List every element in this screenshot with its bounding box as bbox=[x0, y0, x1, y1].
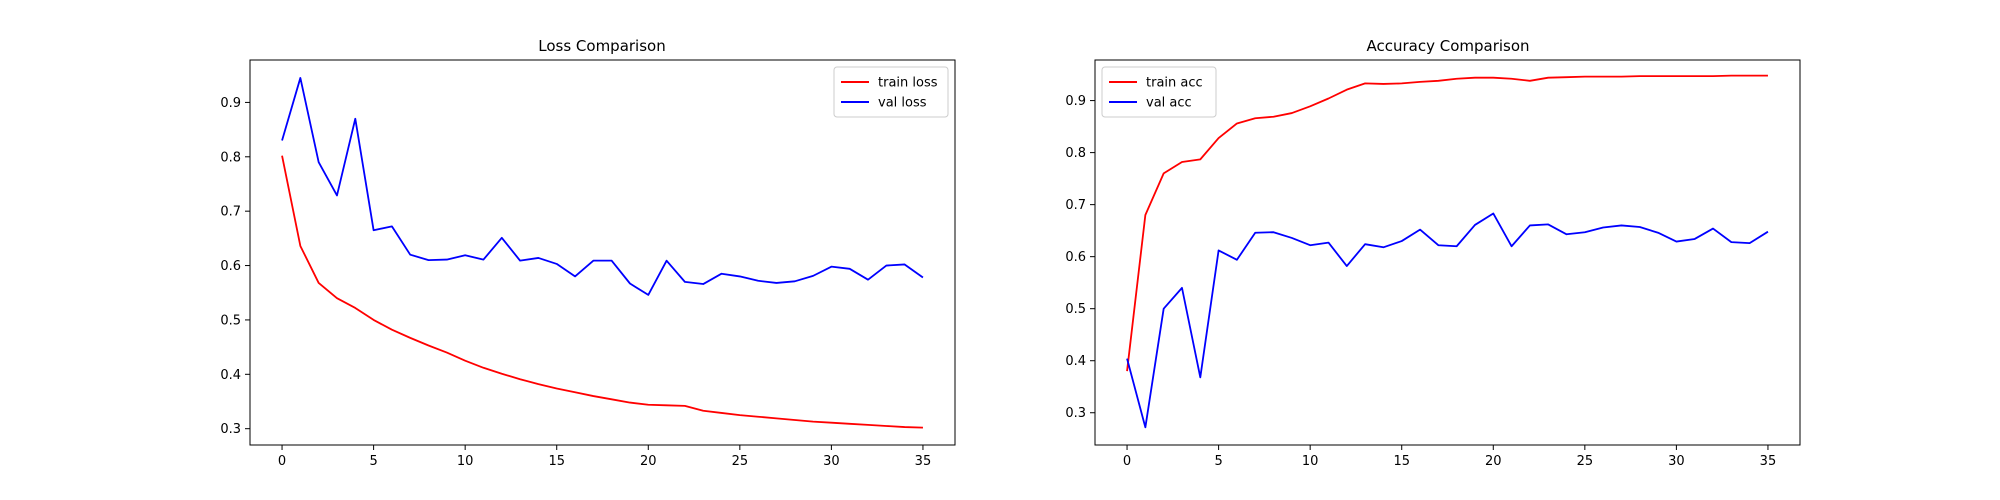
accuracy-x-tick-label: 20 bbox=[1485, 454, 1502, 469]
loss-y-tick-label: 0.9 bbox=[220, 96, 241, 111]
accuracy-y-tick-label: 0.8 bbox=[1065, 146, 1086, 161]
loss-legend: train loss val loss bbox=[833, 66, 949, 118]
loss-y-tick-label: 0.8 bbox=[220, 150, 241, 165]
loss-x-tick-label: 20 bbox=[640, 454, 657, 469]
loss-x-tick-label: 10 bbox=[457, 454, 474, 469]
loss-y-tick-label: 0.6 bbox=[220, 259, 241, 274]
accuracy-y-tick-label: 0.7 bbox=[1065, 198, 1086, 213]
loss-x-tick-label: 25 bbox=[732, 454, 749, 469]
loss-x-tick-label: 5 bbox=[369, 454, 377, 469]
accuracy-x-tick-label: 35 bbox=[1760, 454, 1777, 469]
loss-chart: Loss Comparison 0 5 10 15 20 25 30 350.30.40.50… bbox=[220, 37, 956, 469]
accuracy-y-tick-label: 0.5 bbox=[1065, 302, 1086, 317]
accuracy-chart-title: Accuracy Comparison bbox=[1366, 37, 1529, 55]
loss-chart-title: Loss Comparison bbox=[538, 37, 665, 55]
accuracy-legend-box bbox=[1101, 66, 1217, 118]
accuracy-y-tick-label: 0.9 bbox=[1065, 94, 1086, 109]
accuracy-x-tick-label: 10 bbox=[1302, 454, 1319, 469]
loss-y-tick-label: 0.5 bbox=[220, 313, 241, 328]
accuracy-x-tick-label: 30 bbox=[1668, 454, 1685, 469]
loss-y-tick-label: 0.4 bbox=[220, 368, 241, 383]
accuracy-legend: train acc val acc bbox=[1101, 66, 1217, 118]
accuracy-x-tick-label: 0 bbox=[1123, 454, 1131, 469]
accuracy-chart: Accuracy Comparison 0 5 10 15 20 25 30 35 0.3 0.4… bbox=[1065, 37, 1801, 469]
loss-legend-label: train loss bbox=[878, 76, 938, 91]
accuracy-x-tick-label: 5 bbox=[1214, 454, 1222, 469]
accuracy-series-line-val-acc bbox=[1126, 212, 1769, 429]
loss-x-tick-label: 35 bbox=[915, 454, 932, 469]
accuracy-y-tick-label: 0.4 bbox=[1065, 354, 1086, 369]
loss-legend-box bbox=[833, 66, 949, 118]
accuracy-y-tick-label: 0.6 bbox=[1065, 250, 1086, 265]
loss-x-tick-label: 30 bbox=[823, 454, 840, 469]
loss-x-tick-label: 15 bbox=[548, 454, 565, 469]
loss-series-line-train-loss bbox=[281, 155, 923, 429]
accuracy-x-tick-label: 25 bbox=[1577, 454, 1594, 469]
accuracy-x-tick-label: 15 bbox=[1393, 454, 1410, 469]
accuracy-legend-label: train acc bbox=[1146, 76, 1203, 91]
accuracy-series-line-train-acc bbox=[1126, 74, 1768, 372]
loss-x-tick-label: 0 bbox=[278, 454, 286, 469]
loss-y-tick-label: 0.3 bbox=[220, 422, 241, 437]
accuracy-axes-frame bbox=[1094, 59, 1801, 446]
loss-series-line-val-loss bbox=[281, 77, 924, 296]
loss-legend-label: val loss bbox=[878, 96, 927, 111]
accuracy-plot-area: 0 5 10 15 20 25 30 35 0.3 0.4 0.5 0.6 0.7 0.8 0.9 bbox=[1065, 59, 1801, 469]
loss-axes-frame bbox=[249, 59, 956, 446]
accuracy-legend-label: val acc bbox=[1146, 96, 1192, 111]
accuracy-y-tick-label: 0.3 bbox=[1065, 406, 1086, 421]
loss-y-tick-label: 0.7 bbox=[220, 205, 241, 220]
loss-plot-area: 0 5 10 15 20 25 30 35 0.3 0.4 0.5 0.6 0.7 0.8 0.9 bbox=[220, 59, 956, 469]
